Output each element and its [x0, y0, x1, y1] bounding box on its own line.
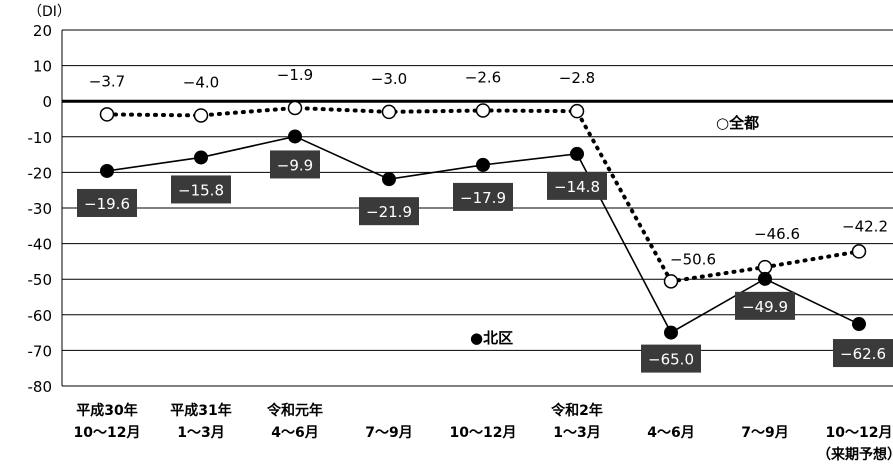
y-tick-label: -10	[28, 129, 53, 147]
y-tick-label: -50	[28, 271, 53, 289]
data-label-zento: −42.2	[842, 217, 888, 235]
data-label-zento: −46.6	[754, 225, 800, 243]
y-tick-label: 20	[33, 22, 52, 40]
marker-kita	[570, 146, 584, 161]
data-label-text: −15.8	[178, 181, 224, 199]
data-label-zento: −3.7	[89, 72, 125, 90]
y-tick-label: -40	[28, 236, 53, 254]
data-label-kita: −15.8	[171, 175, 231, 204]
marker-zento	[193, 108, 209, 123]
x-tick-label: 7～9月	[365, 425, 412, 441]
data-label-text: −9.9	[277, 156, 313, 174]
markers-kita	[100, 129, 866, 340]
marker-kita	[758, 271, 772, 286]
y-tick-label: 0	[42, 93, 52, 111]
data-label-box	[453, 182, 513, 211]
marker-kita	[288, 129, 302, 144]
data-labels-zento: −3.7 −4.0 −1.9 −3.0 −2.6 −2.8 −50.6 −46.6 −42.2	[89, 66, 888, 268]
x-tick-label: 10～12月	[74, 425, 141, 441]
x-tick-label: 平成30年	[76, 402, 137, 419]
data-label-kita: −49.9	[735, 291, 795, 320]
data-label-text: −17.9	[460, 189, 506, 207]
data-label-text: −65.0	[648, 351, 694, 369]
data-label-kita: −17.9	[453, 182, 513, 211]
x-tick-label: 7～9月	[741, 425, 788, 441]
y-tick-label: -60	[28, 307, 53, 325]
data-label-text: −21.9	[366, 203, 412, 221]
marker-kita	[852, 317, 866, 332]
marker-kita	[664, 325, 678, 340]
marker-zento	[663, 274, 679, 289]
marker-zento	[569, 103, 585, 119]
data-label-text: −19.6	[84, 195, 130, 213]
y-tick-label: 10	[33, 58, 52, 76]
data-label-box	[77, 188, 137, 217]
data-label-zento: −4.0	[183, 73, 219, 91]
data-label-kita: −14.8	[547, 171, 607, 200]
x-tick-label: 1～3月	[177, 425, 224, 441]
data-label-box	[171, 175, 231, 204]
data-label-zento: −2.6	[465, 68, 501, 86]
x-tick-label: 1～3月	[553, 425, 600, 441]
legend-zento: ○全都	[716, 114, 759, 132]
data-label-text: −14.8	[554, 178, 600, 196]
unit-label: （DI）	[28, 4, 71, 20]
data-label-box	[547, 171, 607, 200]
data-label-text: −62.6	[840, 345, 886, 363]
legend-kita: ●北区	[470, 329, 513, 347]
data-labels-kita: −19.6 −15.8 −9.9 −21.9 −17.9 −14.8 −65.0 −49.9 −…	[77, 150, 893, 373]
data-label-zento: −50.6	[670, 250, 716, 268]
marker-kita	[476, 157, 490, 172]
x-tick-label: 4～6月	[647, 425, 694, 441]
data-label-kita: −21.9	[359, 197, 419, 226]
y-tick-label: -80	[28, 378, 53, 396]
x-tick-label: 令和元年	[266, 402, 323, 419]
data-label-box	[359, 197, 419, 226]
marker-zento	[475, 103, 491, 118]
y-tick-labels: 20 10 0 -10 -20 -30 -40 -50 -60 -70 -80	[28, 22, 53, 396]
y-tick-label: -20	[28, 164, 53, 182]
data-label-box	[833, 339, 893, 368]
data-label-box	[270, 150, 320, 179]
data-label-text: −49.9	[742, 298, 788, 316]
data-label-kita: −9.9	[270, 150, 320, 179]
markers-zento	[99, 100, 867, 289]
marker-kita	[382, 172, 396, 187]
data-label-kita: −19.6	[77, 188, 137, 217]
marker-kita	[100, 163, 114, 178]
x-tick-label: 4～6月	[271, 425, 318, 441]
data-label-zento: −3.0	[371, 70, 407, 88]
x-tick-label: 10～12月	[826, 425, 893, 441]
data-label-zento: −2.8	[559, 69, 595, 87]
marker-zento	[381, 104, 397, 120]
y-tick-label: -70	[28, 342, 53, 360]
data-label-box	[735, 291, 795, 320]
marker-zento	[99, 107, 115, 122]
x-tick-labels: 平成30年 10～12月 平成31年 1～3月 令和元年 4～6月 7～9月 10～12月 令和…	[74, 402, 893, 463]
data-label-kita: −65.0	[641, 344, 701, 373]
data-label-zento: −1.9	[277, 66, 313, 84]
x-tick-label: （来期予想）	[817, 446, 893, 463]
marker-zento	[287, 100, 303, 116]
x-tick-label: 平成31年	[170, 402, 231, 419]
data-label-kita: −62.6	[833, 339, 893, 368]
x-tick-label: 10～12月	[450, 425, 517, 441]
marker-zento	[851, 244, 867, 259]
marker-kita	[194, 150, 208, 165]
marker-zento	[757, 259, 773, 275]
y-tick-label: -30	[28, 200, 53, 218]
x-tick-label: 令和2年	[550, 402, 603, 419]
data-label-box	[641, 344, 701, 373]
